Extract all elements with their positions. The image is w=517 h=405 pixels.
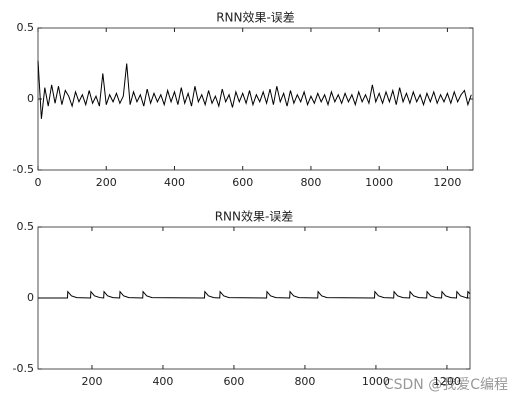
chart-title: RNN效果-误差 [215,209,294,224]
x-tick-label: 200 [81,375,102,388]
y-tick-label: -0.5 [13,362,34,375]
y-tick-label: -0.5 [13,163,34,176]
error-line [37,60,472,119]
x-tick-label: 1200 [433,375,461,388]
x-tick-label: 1200 [433,176,461,189]
x-tick-label: 600 [223,375,244,388]
x-tick-label: 1000 [365,176,393,189]
chart-title: RNN效果-误差 [216,10,295,25]
y-tick-label: 0 [27,92,34,105]
plot-area [37,27,474,171]
x-tick-label: 0 [35,176,42,189]
x-tick-label: 400 [152,375,173,388]
x-tick-label: 800 [294,375,315,388]
y-tick-label: 0.5 [17,21,35,34]
x-tick-label: 600 [232,176,253,189]
x-tick-label: 400 [164,176,185,189]
x-tick-label: 800 [300,176,321,189]
y-tick-label: 0 [27,291,34,304]
x-tick-label: 1000 [362,375,390,388]
y-tick-label: 0.5 [17,220,35,233]
watermark: CSDN @我爱C编程 [384,377,508,393]
x-tick-label: 200 [96,176,117,189]
error-line [38,290,471,299]
